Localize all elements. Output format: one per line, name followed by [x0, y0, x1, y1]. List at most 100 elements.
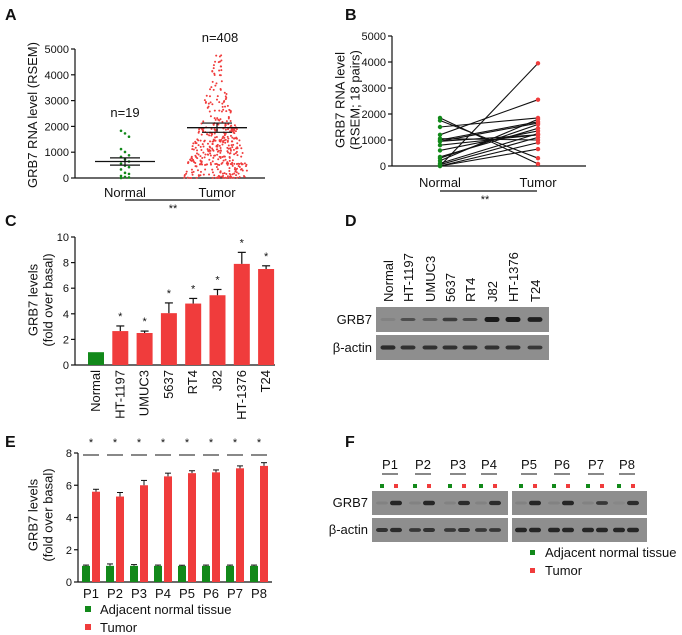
- blot-band: [380, 345, 396, 350]
- data-point-tumor: [226, 135, 229, 138]
- data-point-tumor: [198, 128, 201, 131]
- data-point-tumor: [218, 101, 221, 104]
- blot-band: [582, 501, 594, 505]
- data-point-tumor: [228, 169, 231, 172]
- data-point-tumor: [204, 101, 207, 104]
- y-axis-label: (fold over basal): [41, 468, 56, 561]
- significance-marker: *: [185, 437, 190, 449]
- x-tick-label: P2: [107, 586, 123, 601]
- y-tick-label: 5000: [45, 44, 69, 56]
- data-point-tumor: [206, 133, 209, 136]
- data-point-tumor: [209, 101, 212, 104]
- data-point-tumor: [228, 176, 231, 179]
- data-point-tumor: [212, 123, 215, 126]
- lane-marker-normal: [617, 484, 621, 488]
- data-point-tumor: [224, 141, 227, 144]
- data-point-tumor: [209, 154, 212, 157]
- data-point-tumor: [211, 70, 214, 73]
- lane-marker-normal: [413, 484, 417, 488]
- data-point-tumor: [222, 159, 225, 162]
- significance-marker: *: [215, 274, 220, 286]
- data-point-tumor: [209, 161, 212, 164]
- data-point-tumor: [228, 152, 231, 155]
- blot-band: [380, 318, 396, 321]
- data-point-tumor: [203, 99, 206, 102]
- data-point-tumor: [224, 128, 227, 131]
- data-point-tumor: [232, 143, 235, 146]
- blot-band: [548, 527, 560, 533]
- data-point-tumor: [232, 176, 235, 179]
- data-point-tumor: [190, 168, 193, 171]
- data-point-tumor: [191, 171, 194, 174]
- data-point-tumor: [211, 160, 214, 163]
- lane-marker-tumor: [600, 484, 604, 488]
- bar-normal: [226, 565, 234, 582]
- blot-band: [548, 501, 560, 505]
- data-point-tumor: [201, 157, 204, 160]
- legend-label: Adjacent normal tissue: [545, 545, 677, 560]
- bar: [136, 333, 153, 365]
- data-point-tumor: [219, 118, 222, 121]
- data-point-tumor: [535, 122, 541, 127]
- data-point-tumor: [535, 126, 541, 131]
- blot-band: [613, 527, 625, 533]
- data-point-tumor: [219, 146, 222, 149]
- significance-marker: *: [209, 437, 214, 449]
- data-point-tumor: [243, 162, 246, 165]
- data-point-tumor: [240, 162, 243, 165]
- data-point-tumor: [223, 91, 226, 94]
- pair-line: [439, 62, 539, 167]
- y-axis-label: (RSEM; 18 pairs): [348, 50, 363, 150]
- x-tick-label: UMUC3: [137, 370, 152, 416]
- data-point-tumor: [212, 64, 215, 67]
- blot-band: [422, 345, 438, 350]
- y-axis-label: (fold over basal): [41, 253, 56, 346]
- data-point-tumor: [204, 163, 207, 166]
- data-point-tumor: [202, 129, 205, 132]
- y-tick-label: 0: [380, 161, 386, 173]
- data-point-tumor: [210, 163, 213, 166]
- bar-normal: [82, 565, 90, 582]
- data-point-tumor: [211, 142, 214, 145]
- data-point-tumor: [215, 176, 218, 179]
- data-point-tumor: [224, 138, 227, 141]
- bar-tumor: [92, 491, 100, 582]
- y-tick-label: 2000: [362, 109, 386, 121]
- data-point-tumor: [230, 163, 233, 166]
- blot-band: [627, 500, 639, 506]
- bar-tumor: [260, 465, 268, 582]
- data-point-tumor: [535, 61, 541, 66]
- data-point-tumor: [197, 130, 200, 133]
- patient-label: P4: [481, 457, 497, 472]
- data-point-tumor: [223, 155, 226, 158]
- blot-row-label: GRB7: [333, 495, 368, 510]
- blot-band: [484, 317, 500, 322]
- blot-band: [444, 528, 456, 532]
- data-point-tumor: [195, 176, 198, 179]
- data-point-normal: [127, 153, 131, 157]
- data-point-tumor: [226, 140, 229, 143]
- data-point-tumor: [226, 176, 229, 179]
- data-point-tumor: [227, 144, 230, 147]
- bar: [258, 269, 275, 365]
- data-point-tumor: [220, 65, 223, 68]
- data-point-tumor: [196, 157, 199, 160]
- data-point-tumor: [186, 176, 189, 179]
- data-point-tumor: [235, 136, 238, 139]
- data-point-tumor: [209, 115, 212, 118]
- data-point-normal: [437, 143, 443, 148]
- data-point-tumor: [192, 158, 195, 161]
- data-point-tumor: [235, 174, 238, 177]
- data-point-tumor: [192, 142, 195, 145]
- data-point-tumor: [221, 120, 224, 123]
- y-tick-label: 6: [63, 283, 69, 295]
- data-point-tumor: [206, 148, 209, 151]
- data-point-tumor: [233, 129, 236, 132]
- data-point-tumor: [208, 158, 211, 161]
- panel-f-western-blot: P1 P2 P3 P4 P5 P6 P7 P8 GRB7 β-actin Adjacent norm…: [329, 457, 677, 578]
- legend-label: Adjacent normal tissue: [100, 602, 232, 617]
- data-point-tumor: [216, 153, 219, 156]
- bar: [185, 303, 202, 365]
- blot-band: [442, 317, 458, 322]
- pair-line: [439, 118, 539, 162]
